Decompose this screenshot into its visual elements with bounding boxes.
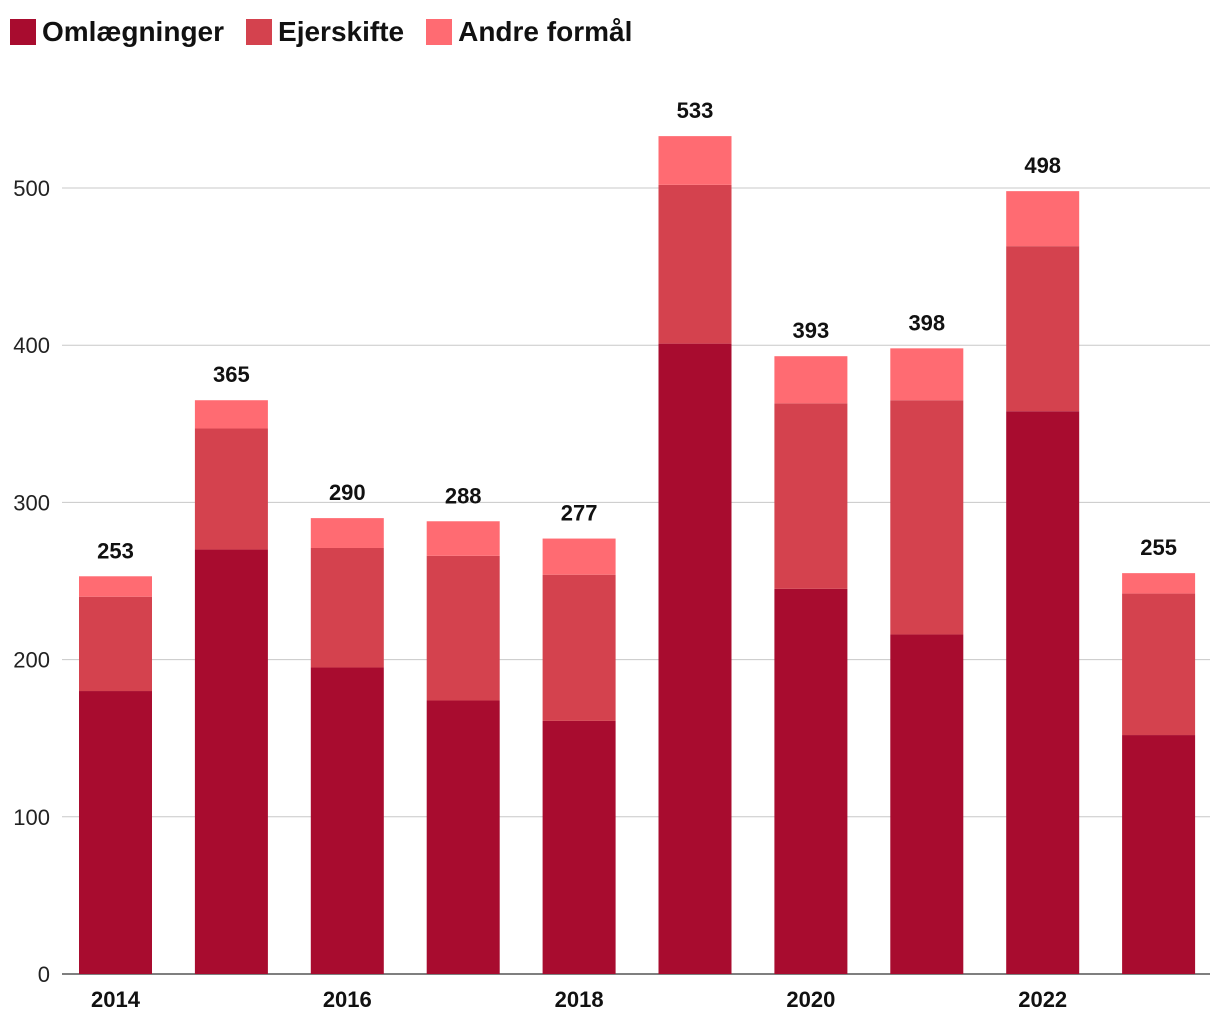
total-label: 393 [793,318,830,343]
bar-segment [542,574,616,721]
bar-segment [890,400,964,635]
bar-segment [194,549,268,974]
total-label: 290 [329,480,366,505]
x-tick-label: 2022 [1018,987,1067,1012]
bar-segment [79,576,152,597]
legend-swatch [10,19,36,45]
total-label: 365 [213,362,250,387]
bar-segment [1122,573,1196,594]
bar-segment [310,518,384,548]
bar-segment [774,356,848,404]
bar-segment [542,720,616,974]
total-label: 255 [1140,535,1177,560]
y-tick-label: 100 [13,805,50,830]
bar-segment [194,428,268,550]
bar-segment [1122,593,1196,736]
legend-swatch [246,19,273,45]
total-label: 277 [561,501,598,526]
bar-segment [426,555,500,701]
legend-label: Ejerskifte [278,16,405,47]
legend-label: Andre formål [458,16,633,47]
total-label: 288 [445,483,482,508]
bar-segment [774,588,848,974]
bar-segment [310,547,384,668]
total-label: 498 [1024,153,1061,178]
bar-segment [194,400,268,429]
x-tick-label: 2014 [91,987,141,1012]
bar-segment [426,521,500,556]
bar-segment [890,348,964,401]
bar-segment [1122,735,1196,974]
bar-segment [658,184,732,344]
bar-segment [79,691,152,974]
legend: Omlægninger Ejerskifte Andre formål [10,14,632,50]
legend-label: Omlægninger [42,16,225,47]
legend-swatch [426,19,453,45]
y-tick-label: 0 [38,962,50,987]
bar-segment [310,667,384,974]
bar-segment [890,634,964,974]
y-tick-label: 300 [13,490,50,515]
y-tick-label: 200 [13,648,50,673]
total-label: 533 [677,98,714,123]
total-label: 398 [908,310,945,335]
x-tick-label: 2020 [786,987,835,1012]
bar-segment [1006,411,1080,974]
y-tick-label: 400 [13,333,50,358]
legend-item-1: Ejerskifte [246,14,404,50]
y-tick-label: 500 [13,176,50,201]
x-tick-label: 2016 [323,987,372,1012]
total-label: 253 [97,538,134,563]
bar-segment [658,136,732,185]
bar-segment [1006,246,1080,412]
bar-segment [658,343,732,974]
bar-segment [774,403,848,589]
bar-segment [79,596,152,692]
legend-item-2: Andre formål [426,14,632,50]
legend-item-0: Omlægninger [10,14,224,50]
bar-segment [1006,191,1080,247]
bar-segment [426,700,500,974]
bar-segment [542,538,616,575]
x-tick-label: 2018 [555,987,604,1012]
